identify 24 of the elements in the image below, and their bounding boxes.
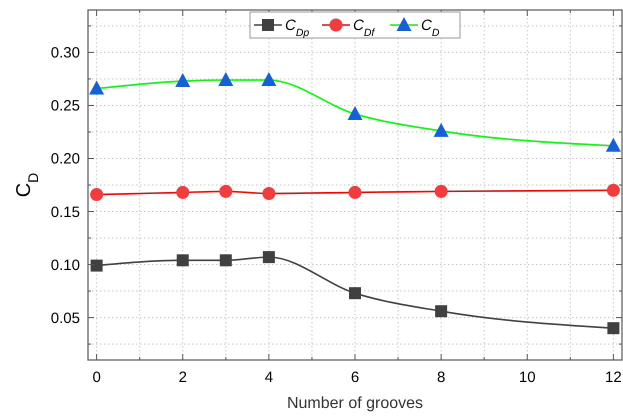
legend-label: C$_{Dp}$ (285, 17, 310, 39)
y-tick-label: 0.25 (50, 98, 80, 115)
legend-label: C$_{D}$ (421, 17, 440, 39)
x-tick-label: 0 (92, 369, 101, 386)
legend-label: C$_{Df}$ (353, 17, 376, 39)
point (90, 260, 103, 272)
point (262, 251, 275, 264)
y-tick-label: 0.20 (50, 150, 80, 168)
point (349, 287, 361, 300)
x-axis-title: Number of grooves (286, 395, 424, 412)
point (176, 254, 189, 266)
x-tick-label: 2 (178, 369, 187, 386)
x-tick-label: 10 (518, 369, 536, 386)
point (220, 254, 232, 266)
y-tick-label: 0.05 (50, 310, 80, 327)
y-tick-label: 0.10 (50, 256, 80, 274)
y-tick-label: 0.30 (50, 44, 80, 62)
point (607, 322, 620, 334)
x-tick-label: 8 (436, 369, 446, 386)
point (435, 305, 448, 318)
x-tick-label: 6 (350, 369, 360, 386)
y-tick-label: 0.15 (50, 204, 80, 221)
x-tick-label: 12 (605, 369, 622, 386)
x-tick-label: 4 (264, 369, 274, 386)
